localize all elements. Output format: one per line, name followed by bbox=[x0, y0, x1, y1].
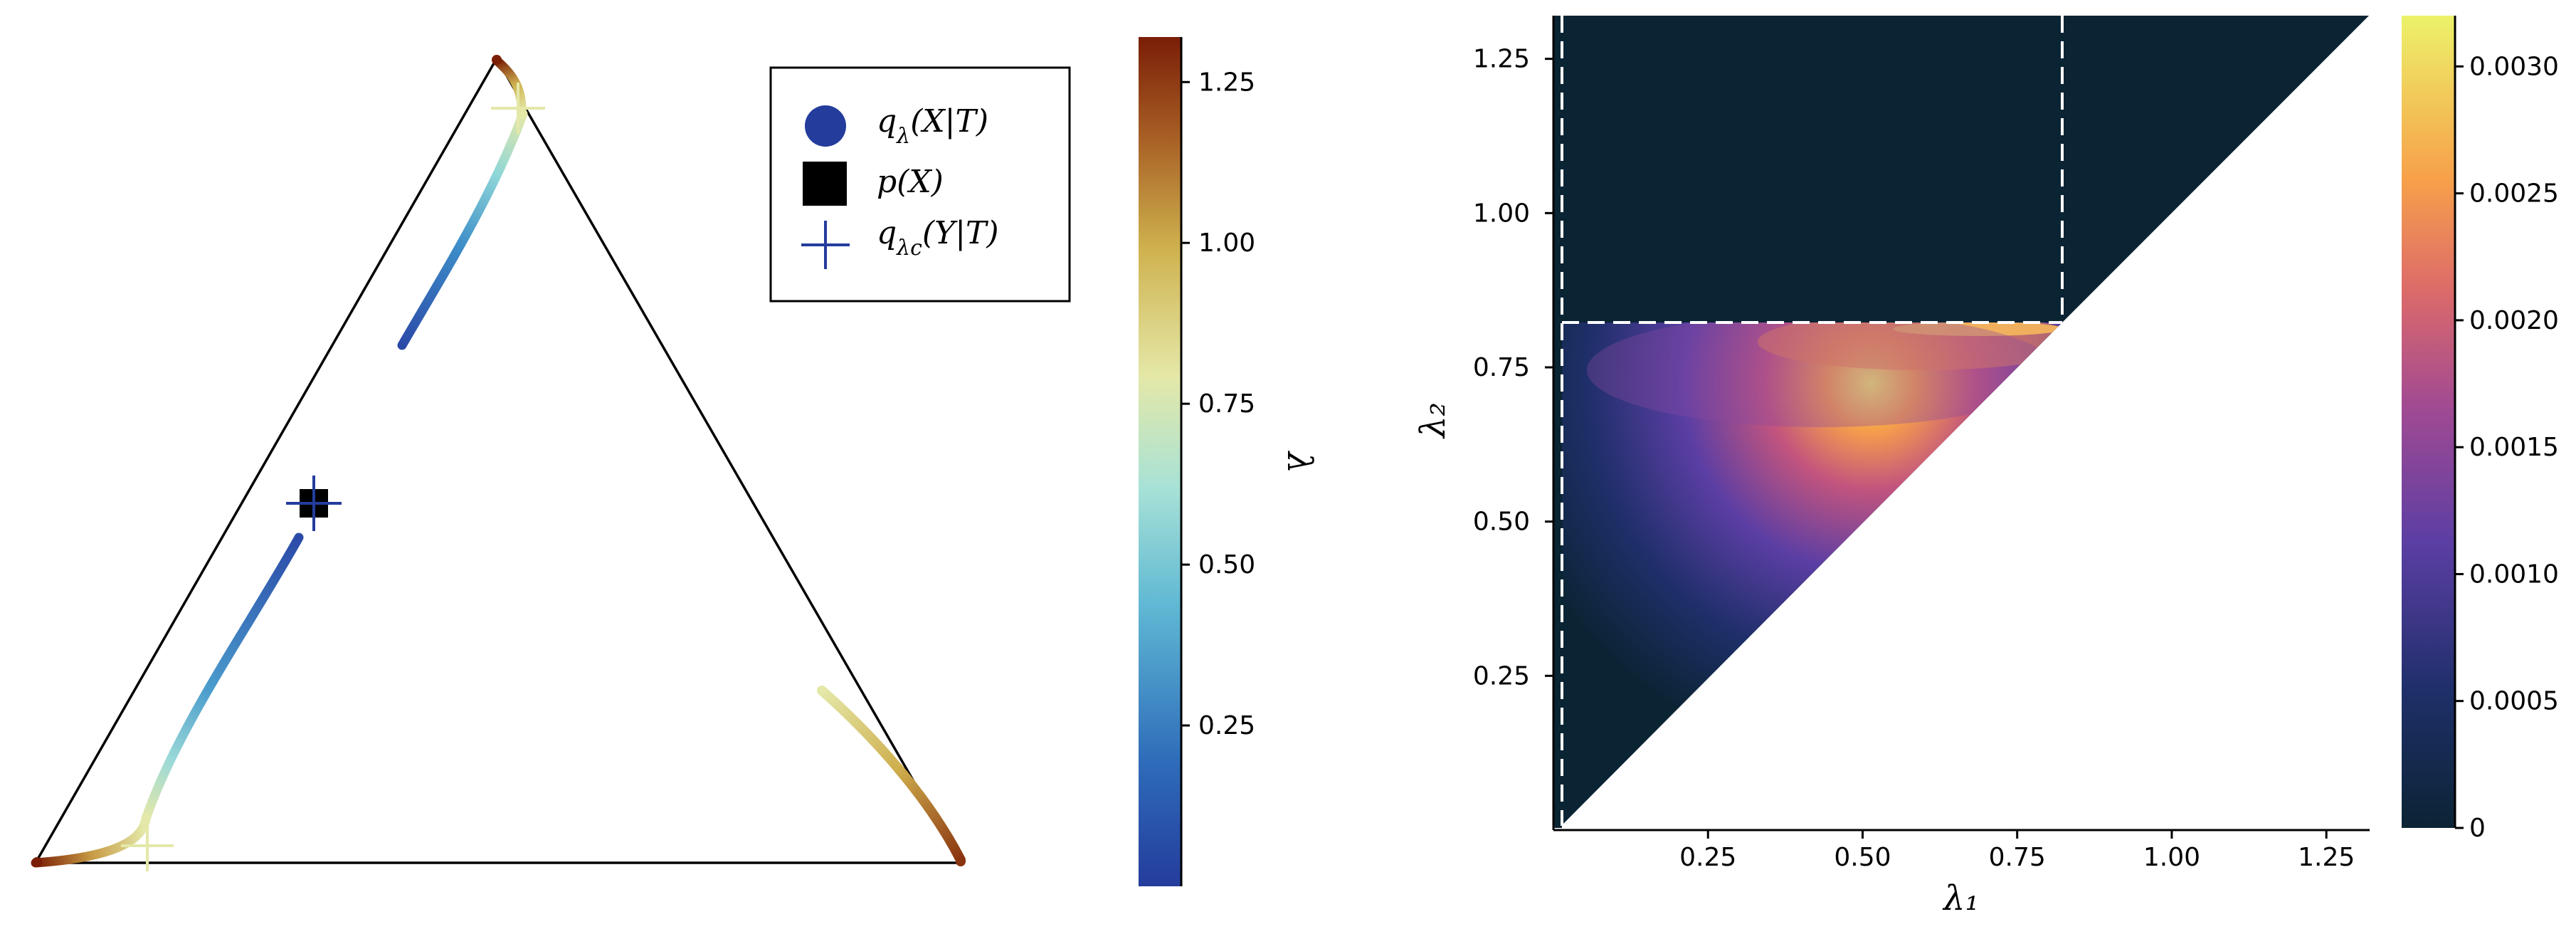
heatmap-y-tick-label: 1.25 bbox=[1473, 45, 1530, 74]
heatmap-panel: 0.25 0.50 0.75 1.00 1.25 0.25 0.50 0.75 1.00 1.2… bbox=[1413, 16, 2559, 918]
lambda-colorbar-tick-label: 0.75 bbox=[1198, 389, 1255, 419]
heatmap-y-ticks: 0.25 0.50 0.75 1.00 1.25 bbox=[1473, 45, 1553, 691]
trajectory-bottom-right-segment bbox=[817, 686, 966, 865]
legend-entry-1-rest: (X|T) bbox=[910, 103, 988, 140]
q-lambda-c-plus-marker-center bbox=[286, 476, 342, 531]
trajectory-upper-segment bbox=[397, 109, 528, 350]
density-colorbar-tick-label: 0.0010 bbox=[2469, 560, 2559, 589]
heatmap-x-label: λ₁ bbox=[1942, 878, 1979, 918]
trajectory-top-segment bbox=[492, 56, 527, 119]
heatmap-x-tick-label: 1.00 bbox=[2143, 843, 2200, 872]
heatmap-x-tick-label: 0.75 bbox=[1989, 843, 2046, 872]
heatmap-x-tick-label: 1.25 bbox=[2298, 843, 2355, 872]
heatmap-peak-halo bbox=[1758, 322, 2062, 370]
density-colorbar-tick-label: 0.0005 bbox=[2469, 687, 2559, 716]
trajectory-end-dot-left bbox=[32, 857, 42, 867]
heatmap-x-tick-label: 0.50 bbox=[1834, 843, 1891, 872]
q-lambda-c-plus-marker-bottom bbox=[121, 819, 174, 871]
q-lambda-c-plus-marker-top bbox=[491, 83, 545, 134]
heatmap-x-tick-label: 0.25 bbox=[1679, 843, 1736, 872]
legend-entry-3-main: q bbox=[877, 215, 897, 251]
legend-plus-marker bbox=[801, 221, 850, 269]
density-colorbar-tick-label: 0.0025 bbox=[2469, 179, 2559, 209]
heatmap-left-strip bbox=[1553, 16, 1562, 828]
heatmap-dashed-lines bbox=[1561, 16, 2064, 826]
lambda-colorbar: 0.25 0.50 0.75 1.00 1.25 λ bbox=[1139, 37, 1319, 886]
density-colorbar-tick-label: 0.0020 bbox=[2469, 306, 2559, 335]
density-colorbar-tick-label: 0.0030 bbox=[2469, 52, 2559, 81]
heatmap-region bbox=[1559, 16, 2369, 828]
legend-entry-1-sub: λ bbox=[896, 124, 910, 149]
legend-circle-marker bbox=[805, 105, 846, 147]
trajectory-end-dot-top bbox=[492, 55, 502, 65]
heatmap-y-tick-label: 0.25 bbox=[1473, 661, 1530, 691]
density-colorbar: 0 0.0005 0.0010 0.0015 0.0020 0.0025 0.0030 bbox=[2402, 16, 2559, 843]
heatmap-y-tick-label: 1.00 bbox=[1473, 199, 1530, 228]
lambda-colorbar-tick-label: 1.25 bbox=[1198, 68, 1255, 97]
simplex-panel: qλ(X|T) p(X) qλc(Y|T) 0.250.500.751.001.… bbox=[31, 37, 1319, 886]
svg-text:p(X): p(X) bbox=[877, 164, 944, 200]
lambda-colorbar-tick-label: 1.00 bbox=[1198, 229, 1255, 258]
legend: qλ(X|T) p(X) qλc(Y|T) bbox=[769, 66, 1071, 303]
trajectory-end-dot-right bbox=[956, 856, 966, 866]
trajectory-middle-segment bbox=[141, 532, 304, 824]
legend-entry-1-main: q bbox=[877, 103, 897, 140]
heatmap-y-tick-label: 0.75 bbox=[1473, 353, 1530, 382]
heatmap-y-tick-label: 0.50 bbox=[1473, 508, 1530, 537]
heatmap-y-label: λ₂ bbox=[1413, 402, 1453, 439]
heatmap-x-ticks: 0.25 0.50 0.75 1.00 1.25 bbox=[1679, 830, 2355, 872]
lambda-colorbar-label: λ bbox=[1279, 451, 1319, 473]
density-colorbar-gradient bbox=[2402, 16, 2455, 828]
lambda-colorbar-ticks: 0.25 0.50 0.75 1.00 1.25 bbox=[1181, 68, 1255, 740]
density-colorbar-tick-label: 0.0015 bbox=[2469, 433, 2559, 462]
legend-entry-3-rest: (Y|T) bbox=[922, 215, 999, 251]
simplex-triangle bbox=[33, 56, 964, 864]
svg-text:qλ(X|T): qλ(X|T) bbox=[877, 103, 988, 149]
legend-entry-3-sub: λc bbox=[896, 236, 922, 261]
density-colorbar-tick-label: 0 bbox=[2469, 814, 2486, 843]
svg-text:qλc(Y|T): qλc(Y|T) bbox=[877, 215, 999, 261]
density-colorbar-ticks: 0 0.0005 0.0010 0.0015 0.0020 0.0025 0.0030 bbox=[2455, 52, 2559, 843]
trajectory-bottom-left-segment bbox=[31, 814, 151, 868]
lambda-colorbar-tick-label: 0.25 bbox=[1198, 711, 1255, 740]
heatmap-inner-band bbox=[1587, 322, 2057, 427]
legend-square-marker bbox=[803, 162, 847, 206]
lambda-colorbar-tick-label: 0.50 bbox=[1198, 550, 1255, 579]
legend-entry-2-main: p(X) bbox=[877, 164, 944, 200]
lambda-colorbar-gradient bbox=[1139, 37, 1181, 886]
